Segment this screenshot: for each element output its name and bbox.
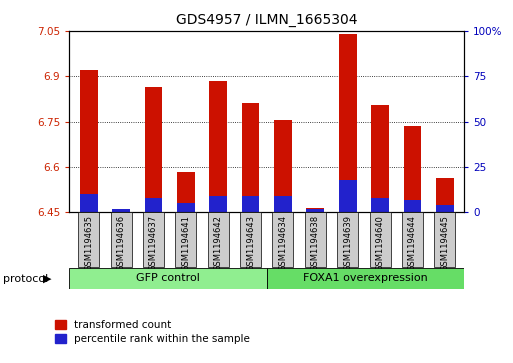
- Bar: [177, 203, 195, 212]
- Bar: [274, 196, 292, 212]
- Text: GFP control: GFP control: [136, 273, 200, 283]
- Text: GSM1194637: GSM1194637: [149, 215, 158, 271]
- FancyBboxPatch shape: [208, 212, 229, 267]
- FancyBboxPatch shape: [305, 212, 326, 267]
- Text: GSM1194638: GSM1194638: [311, 215, 320, 271]
- Legend: transformed count, percentile rank within the sample: transformed count, percentile rank withi…: [51, 316, 254, 348]
- FancyBboxPatch shape: [369, 212, 390, 267]
- Bar: [145, 87, 162, 212]
- Title: GDS4957 / ILMN_1665304: GDS4957 / ILMN_1665304: [176, 13, 358, 27]
- FancyBboxPatch shape: [435, 212, 456, 267]
- FancyBboxPatch shape: [402, 212, 423, 267]
- Bar: [145, 198, 162, 212]
- Text: GSM1194645: GSM1194645: [440, 215, 449, 271]
- FancyBboxPatch shape: [175, 212, 196, 267]
- Text: GSM1194644: GSM1194644: [408, 215, 417, 271]
- Bar: [339, 180, 357, 212]
- Text: ▶: ▶: [43, 274, 51, 284]
- Text: GSM1194635: GSM1194635: [84, 215, 93, 271]
- FancyBboxPatch shape: [78, 212, 99, 267]
- Bar: [209, 81, 227, 212]
- Bar: [242, 196, 260, 212]
- FancyBboxPatch shape: [272, 212, 293, 267]
- Text: GSM1194641: GSM1194641: [181, 215, 190, 271]
- Bar: [274, 120, 292, 212]
- Bar: [306, 208, 324, 212]
- FancyBboxPatch shape: [110, 212, 131, 267]
- Bar: [306, 209, 324, 212]
- Text: FOXA1 overexpression: FOXA1 overexpression: [303, 273, 428, 283]
- Bar: [339, 34, 357, 212]
- Bar: [436, 178, 453, 212]
- Bar: [80, 70, 97, 212]
- Text: protocol: protocol: [3, 274, 48, 284]
- Text: GSM1194642: GSM1194642: [214, 215, 223, 271]
- FancyBboxPatch shape: [69, 268, 267, 289]
- Text: GSM1194636: GSM1194636: [116, 215, 126, 271]
- Bar: [404, 200, 421, 212]
- FancyBboxPatch shape: [337, 212, 358, 267]
- Text: GSM1194634: GSM1194634: [279, 215, 287, 271]
- FancyBboxPatch shape: [240, 212, 261, 267]
- Bar: [371, 198, 389, 212]
- Text: GSM1194640: GSM1194640: [376, 215, 385, 271]
- Text: GSM1194643: GSM1194643: [246, 215, 255, 271]
- Text: GSM1194639: GSM1194639: [343, 215, 352, 271]
- Bar: [242, 103, 260, 212]
- Bar: [371, 105, 389, 212]
- Bar: [177, 172, 195, 212]
- FancyBboxPatch shape: [143, 212, 164, 267]
- Bar: [112, 209, 130, 212]
- Bar: [209, 196, 227, 212]
- Bar: [112, 211, 130, 212]
- Bar: [436, 205, 453, 212]
- FancyBboxPatch shape: [267, 268, 464, 289]
- Bar: [80, 194, 97, 212]
- Bar: [404, 126, 421, 212]
